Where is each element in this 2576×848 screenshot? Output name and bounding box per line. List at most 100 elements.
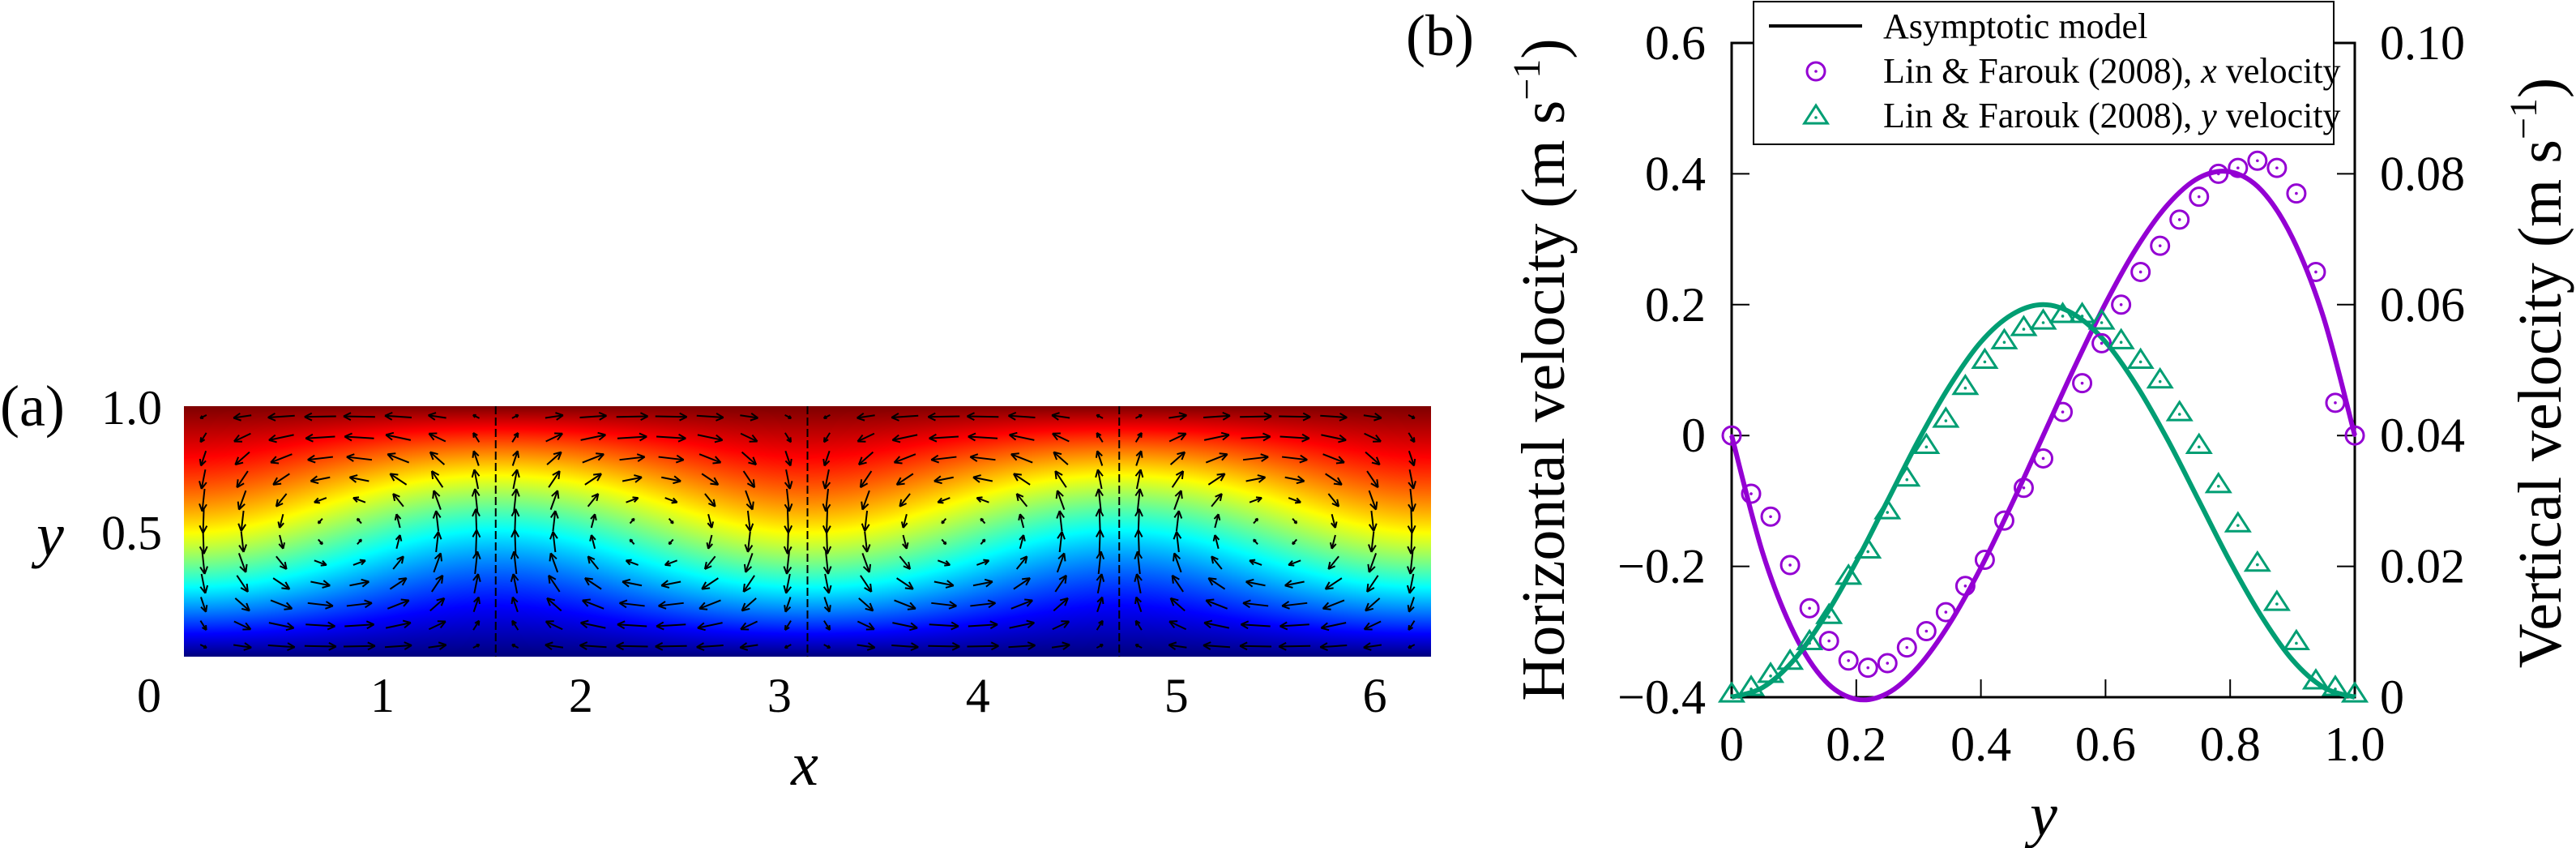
velocity-arrowhead xyxy=(707,499,716,508)
velocity-arrowhead xyxy=(433,531,442,540)
velocity-arrow xyxy=(392,555,404,570)
x-velocity-point xyxy=(1877,653,1898,674)
velocity-arrowhead xyxy=(625,559,632,566)
velocity-arrowhead xyxy=(1134,550,1143,560)
velocity-arrowhead xyxy=(1177,451,1186,460)
velocity-arrowhead xyxy=(1096,596,1104,605)
velocity-arrow xyxy=(549,490,559,510)
x-velocity-point xyxy=(2130,261,2151,282)
velocity-arrowhead xyxy=(1239,641,1248,651)
velocity-arrowhead xyxy=(1177,432,1187,441)
y-velocity-point-dot xyxy=(1769,674,1772,678)
velocity-arrow xyxy=(656,623,686,627)
velocity-arrow xyxy=(431,470,444,488)
velocity-arrow xyxy=(389,577,408,590)
velocity-arrowhead xyxy=(1257,474,1267,483)
velocity-arrow xyxy=(1137,508,1140,533)
y-velocity-point-dot xyxy=(1963,386,1967,390)
y-velocity-point-dot xyxy=(2334,687,2337,691)
velocity-arrow xyxy=(933,580,954,587)
velocity-arrowhead xyxy=(981,538,986,543)
x-velocity-point-dot xyxy=(1847,659,1850,662)
velocity-arrow xyxy=(268,434,294,441)
velocity-arrow xyxy=(1136,551,1141,575)
velocity-arrowhead xyxy=(1363,622,1373,631)
velocity-arrowhead xyxy=(305,433,314,443)
velocity-arrowhead xyxy=(1284,580,1293,589)
x-velocity-point-dot xyxy=(1788,563,1792,567)
left-y-tick-label: 0 xyxy=(1681,409,1706,462)
velocity-arrow xyxy=(234,597,250,612)
velocity-arrowhead xyxy=(1288,559,1295,567)
velocity-arrowhead xyxy=(1215,493,1223,502)
y-velocity-point xyxy=(2165,400,2194,422)
velocity-arrow xyxy=(352,559,366,566)
velocity-arrowhead xyxy=(784,624,790,631)
velocity-arrow xyxy=(1015,493,1028,508)
velocity-arrowhead xyxy=(1061,620,1070,629)
velocity-arrow xyxy=(1054,470,1067,488)
velocity-arrow xyxy=(746,510,751,532)
velocity-arrow xyxy=(304,645,336,648)
y-velocity-point xyxy=(2321,675,2350,696)
velocity-arrow xyxy=(1136,488,1141,512)
velocity-arrowhead xyxy=(1327,561,1336,570)
velocity-arrowhead xyxy=(510,550,519,560)
velocity-arrowhead xyxy=(671,497,678,504)
velocity-arrowhead xyxy=(1138,413,1143,418)
velocity-arrow xyxy=(513,488,518,512)
velocity-arrow xyxy=(587,493,600,508)
velocity-arrow xyxy=(1135,469,1142,490)
velocity-arrowhead xyxy=(511,596,519,605)
velocity-arrow xyxy=(616,645,648,648)
velocity-arrowhead xyxy=(1095,508,1104,517)
velocity-arrow xyxy=(545,620,563,631)
x-velocity-point-dot xyxy=(2177,218,2181,221)
y-velocity-point-dot xyxy=(1983,360,1987,364)
velocity-arrowhead xyxy=(1292,541,1296,546)
velocity-arrowhead xyxy=(1205,598,1215,607)
velocity-arrowhead xyxy=(784,503,793,512)
model-curves xyxy=(1729,169,2357,703)
velocity-arrow xyxy=(967,645,999,648)
x-velocity-point xyxy=(1779,555,1801,576)
panel-b-xlabel: y xyxy=(2024,781,2057,848)
velocity-arrowhead xyxy=(1203,619,1213,629)
velocity-arrowhead xyxy=(435,574,444,584)
velocity-arrow xyxy=(343,415,375,418)
velocity-arrowhead xyxy=(1338,434,1347,443)
velocity-arrowhead xyxy=(240,583,249,593)
velocity-arrow xyxy=(704,493,716,508)
velocity-arrow xyxy=(1205,453,1228,464)
velocity-arrowhead xyxy=(199,566,208,575)
velocity-arrowhead xyxy=(436,597,446,606)
x-tick-label: 3 xyxy=(767,669,792,722)
velocity-arrow xyxy=(349,580,370,587)
velocity-arrow xyxy=(435,510,440,532)
velocity-arrowhead xyxy=(1169,597,1179,606)
x-velocity-point xyxy=(2325,392,2346,413)
velocity-arrowhead xyxy=(891,413,899,422)
velocity-arrow xyxy=(891,414,919,418)
y-velocity-point xyxy=(2224,511,2252,533)
velocity-arrowhead xyxy=(1294,497,1301,504)
velocity-arrowhead xyxy=(199,481,207,490)
velocity-arrowhead xyxy=(1320,622,1330,632)
velocity-arrowhead xyxy=(243,642,252,651)
model-y-velocity-line xyxy=(1731,302,2356,700)
velocity-arrowhead xyxy=(716,413,724,422)
velocity-arrow xyxy=(199,432,207,443)
velocity-arrowhead xyxy=(822,415,827,419)
velocity-arrow xyxy=(707,513,713,529)
x-velocity-point-dot xyxy=(1827,639,1831,643)
velocity-arrow xyxy=(545,414,564,419)
velocity-arrow xyxy=(1096,432,1104,443)
velocity-arrowhead xyxy=(696,642,705,652)
velocity-arrow xyxy=(1242,456,1269,461)
velocity-arrowhead xyxy=(712,456,722,465)
velocity-arrowhead xyxy=(1373,412,1382,422)
velocity-arrow xyxy=(1366,575,1379,593)
velocity-arrowhead xyxy=(1255,496,1262,503)
velocity-arrow xyxy=(896,473,914,486)
velocity-arrow xyxy=(825,551,830,575)
